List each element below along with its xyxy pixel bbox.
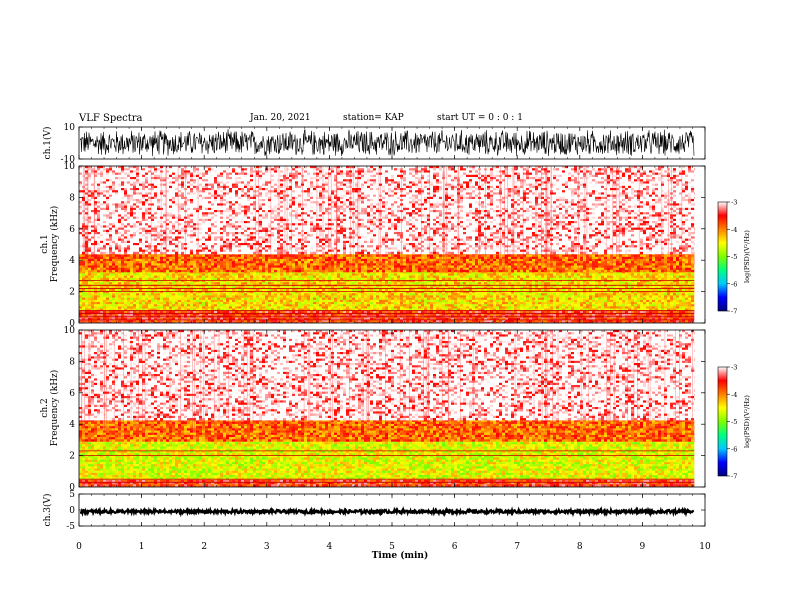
ch2-spectrogram-ylabel: ch.2Frequency (kHz) — [40, 370, 60, 447]
ch1-spectrogram-band-1 — [79, 271, 697, 311]
ch2-colorbar-bar — [717, 366, 728, 477]
ch2-colorbar-tick-label: -6 — [731, 445, 737, 453]
ch1-waveform-ylabel: ch.1(V) — [42, 127, 53, 160]
ch1-spectrogram-ytick-label: 10 — [64, 162, 76, 172]
ch3-waveform-panel — [78, 493, 706, 527]
ch1-colorbar: -3 -4 -5 -6 -7 log(PSD)(V²/Hz) — [717, 199, 751, 316]
date-label: Jan. 20, 2021 — [250, 113, 311, 123]
ch1-waveform-ytick-label: 10 — [64, 123, 76, 133]
ch1-spectrogram-ytick-label: 8 — [69, 193, 75, 203]
ch1-colorbar-tick-label: -3 — [731, 199, 737, 207]
ch2-colorbar-tick-label: -7 — [731, 473, 737, 481]
x-tick-label: 0 — [76, 542, 82, 552]
figure-title: VLF Spectra — [79, 113, 143, 124]
ch2-colorbar-tick-label: -4 — [731, 391, 737, 399]
x-tick-label: 4 — [327, 542, 333, 552]
ch1-spectrogram-ylabel: ch.1Frequency (kHz) — [40, 206, 60, 283]
x-axis-label: Time (min) — [372, 550, 429, 561]
ch2-spectrogram-striations — [81, 330, 693, 433]
ch2-spectrogram-band-2 — [79, 419, 697, 442]
ch1-colorbar-tick-label: -6 — [731, 280, 737, 288]
ch2-spectrogram-band-3 — [79, 330, 697, 421]
x-tick-label: 5 — [389, 542, 395, 552]
ch2-spectrogram-lines — [79, 450, 695, 483]
x-tick-label: 2 — [201, 542, 207, 552]
ch1-waveform-ytick-label: -10 — [61, 155, 76, 165]
station-label: station= KAP — [343, 113, 404, 123]
ch1-spectrogram-ytick-label: 4 — [69, 256, 75, 266]
ch2-spectrogram-ytick-label: 0 — [69, 483, 75, 493]
x-tick-label: 7 — [514, 542, 520, 552]
ch2-colorbar-tick-label: -5 — [731, 418, 737, 426]
ch2-colorbar-tick-label: -3 — [731, 364, 737, 372]
ch3-waveform-line — [79, 505, 695, 518]
x-tick-label: 3 — [264, 542, 270, 552]
ch2-spectrogram-ytick-label: 10 — [64, 326, 76, 336]
ch1-colorbar-bar — [717, 201, 728, 312]
ch2-spectrogram-ytick-label: 6 — [69, 389, 75, 399]
ch1-spectrogram-band-3 — [79, 166, 697, 255]
ch2-spectrogram-nodata — [694, 330, 705, 487]
ch2-spectrogram-ytick-label: 8 — [69, 357, 75, 367]
x-tick-label: 1 — [139, 542, 145, 552]
ch2-spectrogram-panel — [78, 329, 706, 488]
ch3-waveform-ylabel: ch.3(V) — [42, 494, 53, 527]
ch2-spectrogram-band-0 — [79, 477, 697, 487]
axis-ticks — [78, 126, 706, 527]
ch1-colorbar-tick-label: -4 — [731, 226, 737, 234]
ch2-spectrogram-band-1 — [79, 439, 697, 480]
ch1-spectrogram-striations — [83, 166, 683, 269]
ch1-spectrogram-lines — [79, 280, 695, 321]
ch1-colorbar-label: log(PSD)(V²/Hz) — [743, 230, 751, 283]
ch2-spectrogram-ytick-label: 2 — [69, 452, 75, 462]
ch1-spectrogram-ytick-label: 2 — [69, 288, 75, 298]
ch1-waveform-panel — [78, 126, 706, 160]
x-tick-label: 9 — [640, 542, 646, 552]
ch3-waveform-ytick-label: -5 — [66, 522, 75, 532]
start-time-label: start UT = 0 : 0 : 1 — [437, 113, 523, 123]
ch1-spectrogram-ytick-label: 6 — [69, 225, 75, 235]
ch1-spectrogram-band-2 — [79, 252, 697, 273]
ch2-spectrogram-ytick-label: 4 — [69, 420, 75, 430]
x-tick-label: 8 — [577, 542, 583, 552]
ch2-colorbar: -3 -4 -5 -6 -7 log(PSD)(V²/Hz) — [717, 364, 751, 481]
ch3-waveform-ytick-label: 0 — [69, 506, 75, 516]
ch1-spectrogram-panel — [78, 165, 706, 324]
ch3-trace — [79, 505, 695, 518]
x-tick-label: 10 — [699, 542, 711, 552]
ch1-spectrogram-nodata — [694, 166, 705, 323]
ch2-colorbar-label: log(PSD)(V²/Hz) — [743, 395, 751, 448]
ch1-spectrogram-image — [79, 166, 705, 323]
x-tick-label: 6 — [452, 542, 458, 552]
ch1-colorbar-tick-label: -7 — [731, 308, 737, 316]
ch1-colorbar-tick-label: -5 — [731, 253, 737, 261]
ch1-spectrogram-ytick-label: 0 — [69, 319, 75, 329]
ch3-waveform-ytick-label: 5 — [69, 490, 75, 500]
ch1-trace — [79, 129, 695, 157]
ch1-waveform-line — [79, 129, 695, 157]
ch2-spectrogram-image — [79, 330, 705, 487]
